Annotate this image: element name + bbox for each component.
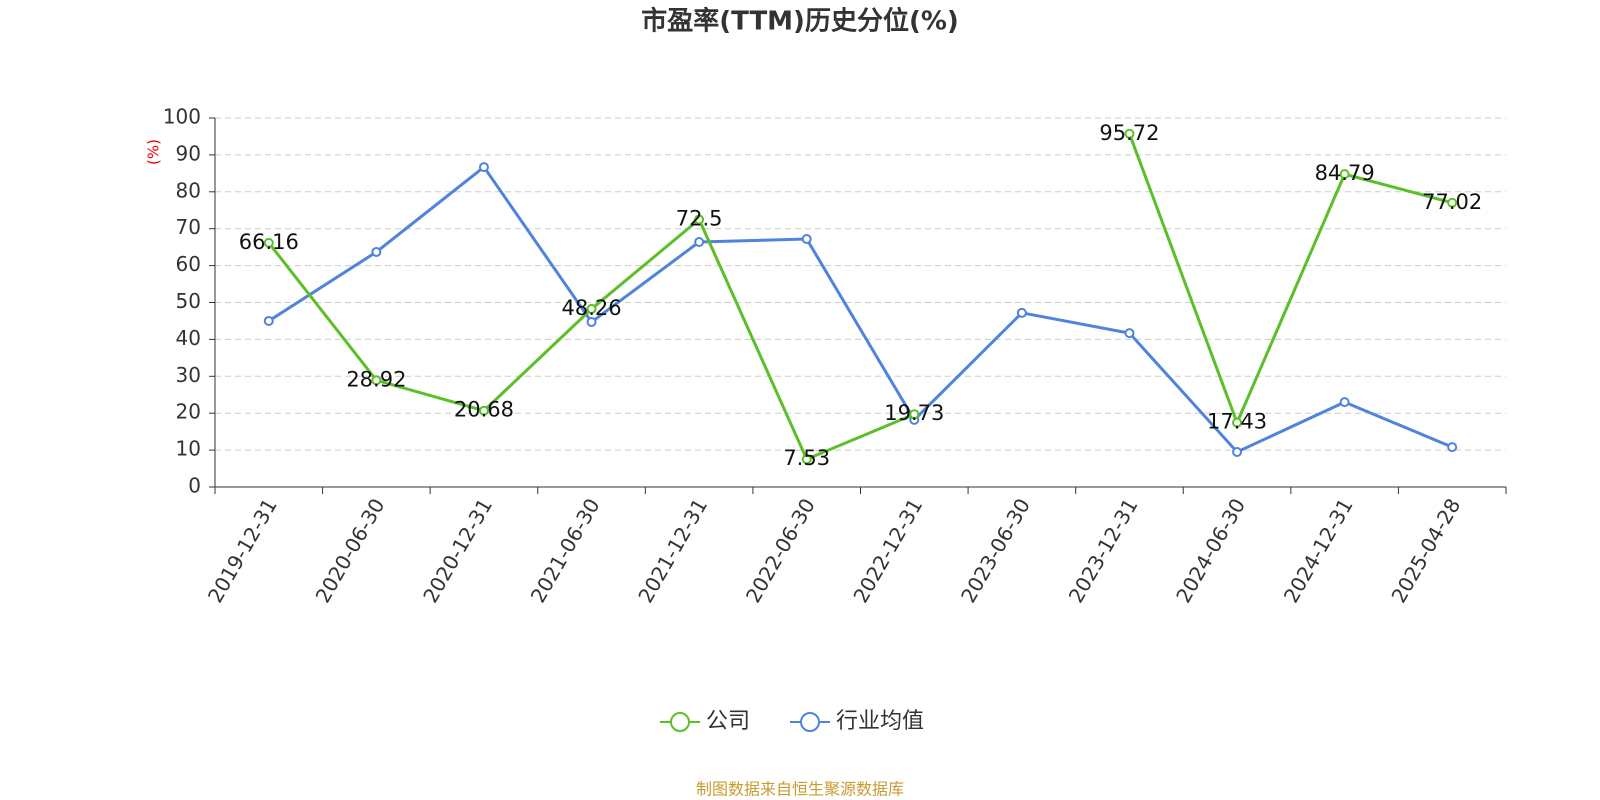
y-tick-label: 20	[176, 400, 201, 424]
data-point	[371, 375, 382, 386]
x-tick-label: 2020-06-30	[311, 494, 390, 607]
data-point	[586, 303, 597, 314]
x-tick-label: 2019-12-31	[203, 494, 282, 607]
x-tick-label: 2022-06-30	[741, 494, 820, 607]
data-point	[1447, 197, 1458, 208]
y-tick-label: 70	[176, 215, 201, 239]
data-point	[263, 237, 274, 248]
x-tick-label: 2023-12-31	[1064, 494, 1143, 607]
legend-label: 公司	[706, 709, 750, 734]
legend-marker	[670, 712, 690, 732]
data-label: 19.73	[884, 401, 944, 425]
data-label: 72.5	[676, 206, 723, 230]
x-tick-label: 2024-06-30	[1171, 494, 1250, 607]
series-line	[267, 133, 1453, 462]
x-tick-label: 2024-12-31	[1279, 494, 1358, 607]
y-tick-label: 40	[176, 326, 201, 350]
y-tick-label: 100	[163, 105, 201, 129]
data-label: 20.68	[454, 398, 514, 422]
x-tick-label: 2025-04-28	[1386, 494, 1465, 607]
data-label: 7.53	[783, 446, 830, 470]
y-tick-label: 10	[176, 437, 201, 461]
data-point	[1232, 446, 1243, 457]
data-point	[909, 409, 920, 420]
data-label: 66.16	[239, 230, 299, 254]
x-tick-label: 2022-12-31	[848, 494, 927, 607]
data-label: 84.79	[1315, 161, 1375, 185]
chart-title: 市盈率(TTM)历史分位(%)	[641, 6, 959, 37]
data-point	[1339, 397, 1350, 408]
y-tick-label: 50	[176, 289, 201, 313]
y-axis-label: (%)	[145, 139, 163, 165]
data-point	[1124, 128, 1135, 139]
data-point	[1124, 328, 1135, 339]
x-tick-label: 2021-06-30	[526, 494, 605, 607]
data-label: 17.43	[1207, 410, 1267, 434]
data-point	[478, 162, 489, 173]
data-point	[263, 315, 274, 326]
y-tick-label: 0	[188, 474, 201, 498]
data-point	[801, 234, 812, 245]
data-label: 28.92	[346, 367, 406, 391]
data-point	[801, 454, 812, 465]
legend-label: 行业均值	[836, 709, 924, 734]
data-point	[478, 405, 489, 416]
legend-marker	[800, 712, 820, 732]
y-tick-label: 60	[176, 252, 201, 276]
x-tick-label: 2021-12-31	[633, 494, 712, 607]
data-point	[371, 246, 382, 257]
data-point	[1016, 307, 1027, 318]
data-point	[586, 317, 597, 328]
x-tick-label: 2023-06-30	[956, 494, 1035, 607]
series-line	[267, 164, 1453, 454]
data-point	[694, 214, 705, 225]
data-point	[1447, 442, 1458, 453]
data-point	[1232, 417, 1243, 428]
y-tick-label: 30	[176, 363, 201, 387]
data-point	[1339, 169, 1350, 180]
data-point	[694, 236, 705, 247]
y-tick-label: 90	[176, 141, 201, 165]
data-label: 95.72	[1099, 121, 1159, 145]
y-tick-label: 80	[176, 178, 201, 202]
data-label: 77.02	[1422, 190, 1482, 214]
data-label: 48.26	[561, 296, 621, 320]
source-note: 制图数据来自恒生聚源数据库	[696, 780, 904, 799]
x-tick-label: 2020-12-31	[418, 494, 497, 607]
